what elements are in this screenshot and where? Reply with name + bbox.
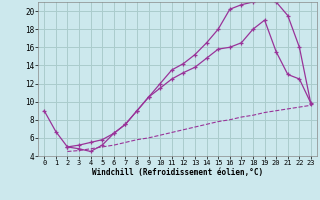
X-axis label: Windchill (Refroidissement éolien,°C): Windchill (Refroidissement éolien,°C) — [92, 168, 263, 177]
